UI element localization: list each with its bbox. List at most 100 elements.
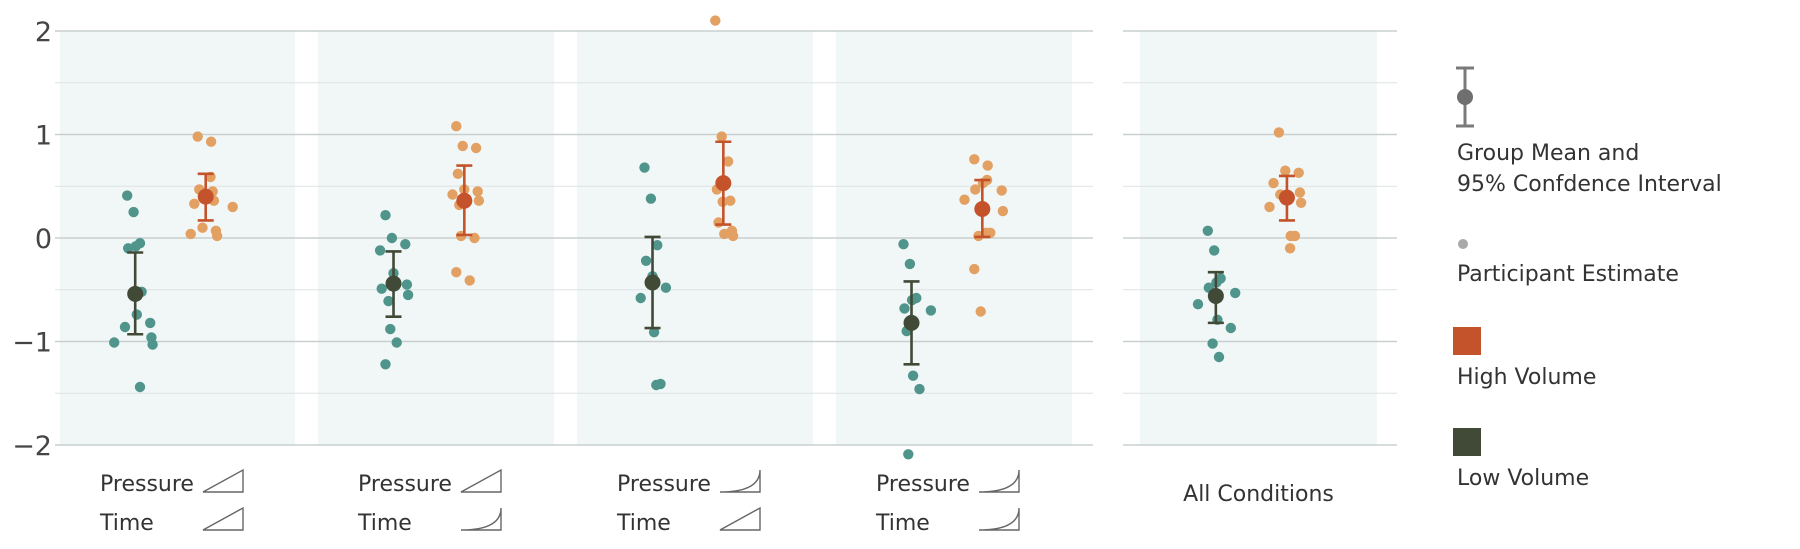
low-participant-point: [1202, 225, 1214, 236]
high-participant-point: [975, 306, 986, 317]
low-participant-point: [898, 239, 909, 250]
high-participant-point: [719, 228, 730, 240]
high-participant-point: [969, 154, 980, 165]
panel-label-pressure: Pressure: [100, 472, 194, 497]
high-participant-point: [1295, 197, 1307, 208]
panel-label-pressure: Pressure: [876, 472, 970, 497]
curve-convex-icon: [978, 507, 1020, 531]
low-participant-point: [903, 449, 914, 460]
high-participant-point: [716, 131, 727, 142]
high-participant-point: [205, 136, 217, 147]
panel-label-all-conditions: All Conditions: [1183, 482, 1334, 507]
legend-ci-label-line1: Group Mean and: [1457, 141, 1639, 166]
high-participant-point: [473, 195, 485, 206]
high-participant-point: [1293, 167, 1304, 178]
high-participant-point: [464, 275, 475, 286]
high-participant-point: [710, 15, 721, 26]
high-participant-point: [1285, 230, 1296, 242]
low-mean-ci: [903, 280, 920, 366]
low-participant-point: [128, 206, 139, 218]
low-participant-point: [645, 193, 657, 204]
low-participant-point: [400, 239, 411, 250]
legend-participant-icon: [1458, 239, 1468, 249]
curve-linear-icon: [719, 506, 761, 531]
high-participant-point: [472, 186, 483, 197]
high-participant-point: [1268, 177, 1279, 189]
low-participant-point: [145, 317, 156, 329]
gridlines: [55, 30, 1397, 446]
legend-ci-icon: [1456, 66, 1474, 128]
high-participant-point: [959, 194, 970, 205]
low-participant-point: [904, 258, 916, 270]
high-participant-point: [447, 189, 458, 200]
low-participant-point: [907, 370, 919, 381]
low-participant-point: [1209, 245, 1220, 256]
high-participant-point: [1280, 165, 1291, 176]
low-participant-point: [1213, 351, 1225, 363]
y-tick-label: −2: [12, 431, 52, 462]
low-participant-point: [648, 327, 660, 338]
low-participant-point: [376, 283, 387, 294]
high-mean-ci: [197, 172, 214, 222]
high-participant-point: [996, 185, 1007, 196]
low-participant-point: [119, 321, 131, 333]
low-participant-point: [386, 232, 398, 244]
panel-label-time: Time: [616, 511, 671, 536]
low-participant-point: [899, 303, 910, 314]
high-participant-point: [725, 195, 736, 206]
panel-label-time: Time: [99, 511, 154, 536]
curve-linear-icon: [202, 468, 244, 493]
low-participant-point: [402, 289, 414, 301]
legend: Group Mean and 95% Confdence Interval Pa…: [1453, 66, 1722, 491]
low-participant-point: [1192, 299, 1204, 310]
low-mean-ci: [644, 235, 661, 330]
y-tick-label: 0: [35, 224, 52, 255]
low-participant-point: [401, 279, 413, 290]
high-participant-point: [192, 131, 203, 142]
low-participant-point: [134, 381, 146, 393]
curve-linear-icon: [202, 506, 244, 531]
group-means: [127, 140, 1295, 366]
high-mean-ci: [1278, 174, 1295, 222]
legend-low-swatch: [1453, 428, 1481, 456]
low-participant-point: [380, 210, 391, 221]
low-mean-ci: [1207, 270, 1224, 325]
low-participant-point: [109, 337, 120, 348]
high-mean-ci: [974, 178, 991, 239]
high-participant-point: [1264, 201, 1275, 213]
high-participant-point: [457, 140, 468, 152]
y-tick-label: −1: [12, 328, 52, 359]
low-participant-point: [635, 292, 646, 304]
high-participant-point: [727, 230, 739, 242]
low-participant-point: [651, 379, 662, 391]
high-participant-point: [722, 156, 734, 167]
high-participant-point: [185, 228, 196, 240]
panel-label-pressure: Pressure: [358, 472, 452, 497]
low-participant-point: [122, 190, 133, 201]
high-participant-point: [211, 230, 223, 242]
curve-linear-icon: [460, 468, 502, 493]
high-participant-point: [470, 142, 482, 154]
curve-convex-icon: [719, 469, 761, 493]
high-participant-point: [970, 184, 981, 195]
high-participant-point: [1284, 243, 1296, 254]
condition-labels: Pressure Time Pressure Time Pressure Time Pres…: [99, 468, 1334, 536]
low-participant-point: [385, 323, 396, 335]
y-tick-label: 1: [35, 121, 52, 152]
high-participant-point: [189, 198, 200, 209]
y-axis-ticks: 2 1 0 −1 −2: [12, 17, 52, 462]
high-mean-ci: [456, 164, 473, 237]
low-participant-point: [374, 245, 386, 256]
high-participant-point: [451, 267, 462, 278]
curve-convex-icon: [978, 469, 1020, 493]
high-participant-point: [227, 201, 238, 213]
y-tick-label: 2: [35, 17, 52, 48]
panel-label-pressure: Pressure: [617, 472, 711, 497]
low-mean-ci: [385, 250, 402, 318]
low-participant-point: [380, 359, 391, 370]
high-participant-point: [969, 263, 980, 275]
legend-high-label: High Volume: [1457, 365, 1596, 390]
high-mean-ci: [715, 140, 732, 226]
panel-label-time: Time: [875, 511, 930, 536]
